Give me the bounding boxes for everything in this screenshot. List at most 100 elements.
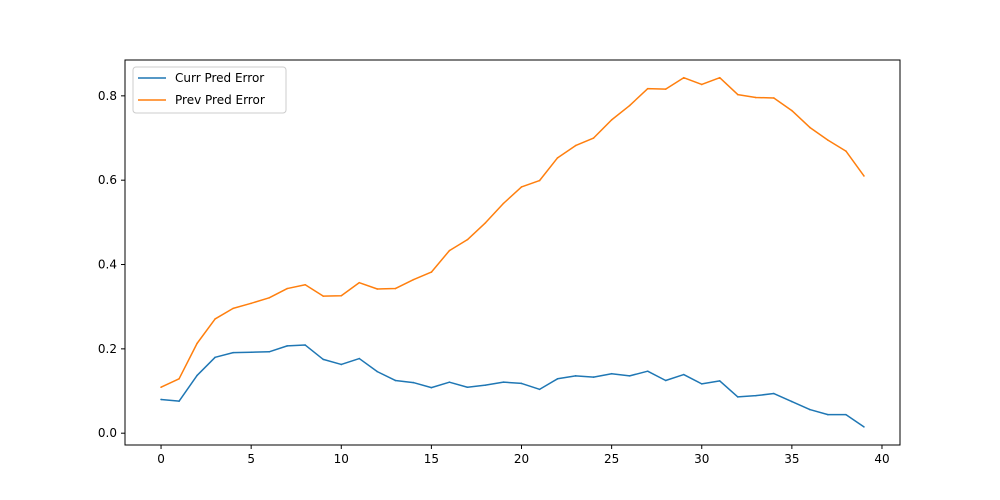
data-point-curr-pred-error — [755, 394, 757, 397]
data-point-curr-pred-error — [232, 351, 234, 354]
data-point-curr-pred-error — [286, 345, 289, 347]
data-point-curr-pred-error — [394, 379, 397, 382]
data-point-prev-pred-error — [718, 76, 721, 79]
data-point-prev-pred-error — [791, 109, 793, 112]
data-point-curr-pred-error — [646, 370, 649, 373]
data-point-curr-pred-error — [773, 392, 775, 395]
data-point-prev-pred-error — [340, 294, 343, 297]
data-point-curr-pred-error — [430, 386, 433, 389]
data-point-curr-pred-error — [376, 370, 379, 373]
data-point-prev-pred-error — [304, 283, 307, 286]
data-point-curr-pred-error — [484, 384, 487, 386]
data-point-prev-pred-error — [322, 295, 325, 297]
legend-label: Curr Pred Error — [175, 71, 264, 85]
series-line-prev-pred-error — [160, 76, 865, 388]
plot-frame — [124, 59, 901, 446]
data-point-curr-pred-error — [736, 396, 739, 398]
data-point-prev-pred-error — [628, 104, 631, 107]
data-point-curr-pred-error — [863, 426, 865, 428]
data-point-prev-pred-error — [556, 157, 559, 159]
data-point-prev-pred-error — [646, 87, 649, 90]
data-point-curr-pred-error — [538, 388, 541, 391]
data-point-prev-pred-error — [214, 318, 216, 320]
data-point-prev-pred-error — [755, 96, 757, 99]
data-point-prev-pred-error — [448, 249, 451, 252]
data-point-curr-pred-error — [304, 344, 307, 346]
data-point-prev-pred-error — [809, 126, 811, 129]
data-point-curr-pred-error — [610, 372, 613, 375]
data-point-curr-pred-error — [592, 376, 595, 378]
data-point-curr-pred-error — [358, 357, 361, 360]
data-point-curr-pred-error — [845, 413, 847, 416]
data-point-curr-pred-error — [791, 400, 793, 403]
data-point-curr-pred-error — [448, 381, 451, 383]
data-point-prev-pred-error — [250, 302, 252, 305]
legend: Curr Pred Error Prev Pred Error — [132, 66, 287, 114]
data-point-curr-pred-error — [664, 379, 667, 382]
x-tick-label: 5 — [247, 452, 255, 466]
y-axis: 0.0 0.2 0.4 0.6 0.8 — [98, 89, 125, 440]
data-point-prev-pred-error — [358, 281, 361, 284]
data-point-prev-pred-error — [232, 307, 234, 310]
data-point-prev-pred-error — [502, 202, 505, 205]
data-point-prev-pred-error — [286, 287, 289, 290]
y-tick-label: 0.8 — [98, 89, 117, 103]
data-point-prev-pred-error — [736, 93, 739, 96]
y-tick-label: 0.6 — [98, 173, 117, 187]
plot-area — [125, 60, 900, 445]
x-tick-label: 15 — [424, 452, 439, 466]
data-point-curr-pred-error — [322, 358, 325, 361]
data-point-curr-pred-error — [718, 380, 721, 382]
data-point-curr-pred-error — [412, 381, 415, 384]
data-point-curr-pred-error — [574, 375, 577, 377]
data-point-curr-pred-error — [700, 383, 703, 385]
data-point-prev-pred-error — [827, 139, 829, 141]
x-tick-label: 25 — [604, 452, 619, 466]
x-tick-label: 30 — [694, 452, 709, 466]
data-point-curr-pred-error — [682, 373, 685, 376]
data-point-curr-pred-error — [827, 413, 829, 416]
data-point-curr-pred-error — [160, 398, 162, 401]
data-point-curr-pred-error — [268, 351, 270, 353]
x-tick-label: 35 — [784, 452, 799, 466]
data-point-curr-pred-error — [178, 400, 180, 402]
data-point-curr-pred-error — [340, 363, 343, 366]
data-point-curr-pred-error — [556, 377, 559, 380]
data-point-prev-pred-error — [773, 97, 775, 99]
x-tick-label: 40 — [874, 452, 889, 466]
data-point-prev-pred-error — [412, 278, 415, 281]
data-point-prev-pred-error — [430, 271, 433, 273]
data-point-prev-pred-error — [700, 83, 703, 86]
data-point-curr-pred-error — [214, 356, 216, 359]
x-tick-label: 0 — [157, 452, 165, 466]
data-point-prev-pred-error — [394, 287, 397, 290]
data-point-prev-pred-error — [592, 137, 595, 139]
data-point-curr-pred-error — [809, 408, 811, 411]
data-point-prev-pred-error — [484, 221, 487, 224]
data-point-prev-pred-error — [574, 144, 577, 147]
data-point-prev-pred-error — [160, 386, 162, 389]
data-point-prev-pred-error — [538, 179, 541, 182]
x-tick-label: 20 — [514, 452, 529, 466]
data-point-prev-pred-error — [196, 342, 198, 345]
data-point-curr-pred-error — [520, 382, 523, 385]
x-axis: 0 5 10 15 20 25 30 35 40 — [157, 445, 890, 466]
data-point-prev-pred-error — [664, 88, 667, 90]
data-point-prev-pred-error — [268, 297, 270, 299]
series-layer — [160, 76, 865, 428]
series-line-curr-pred-error — [160, 344, 865, 428]
data-point-curr-pred-error — [466, 386, 469, 389]
legend-box — [132, 66, 287, 114]
data-point-prev-pred-error — [610, 119, 613, 121]
y-tick-label: 0.0 — [98, 426, 117, 440]
data-point-prev-pred-error — [845, 150, 847, 152]
x-tick-label: 10 — [334, 452, 349, 466]
y-tick-label: 0.4 — [98, 258, 117, 272]
data-point-prev-pred-error — [376, 288, 379, 290]
data-point-curr-pred-error — [250, 351, 252, 354]
data-point-prev-pred-error — [520, 186, 523, 188]
legend-label: Prev Pred Error — [175, 93, 265, 107]
data-point-curr-pred-error — [502, 381, 505, 383]
y-tick-label: 0.2 — [98, 342, 117, 356]
